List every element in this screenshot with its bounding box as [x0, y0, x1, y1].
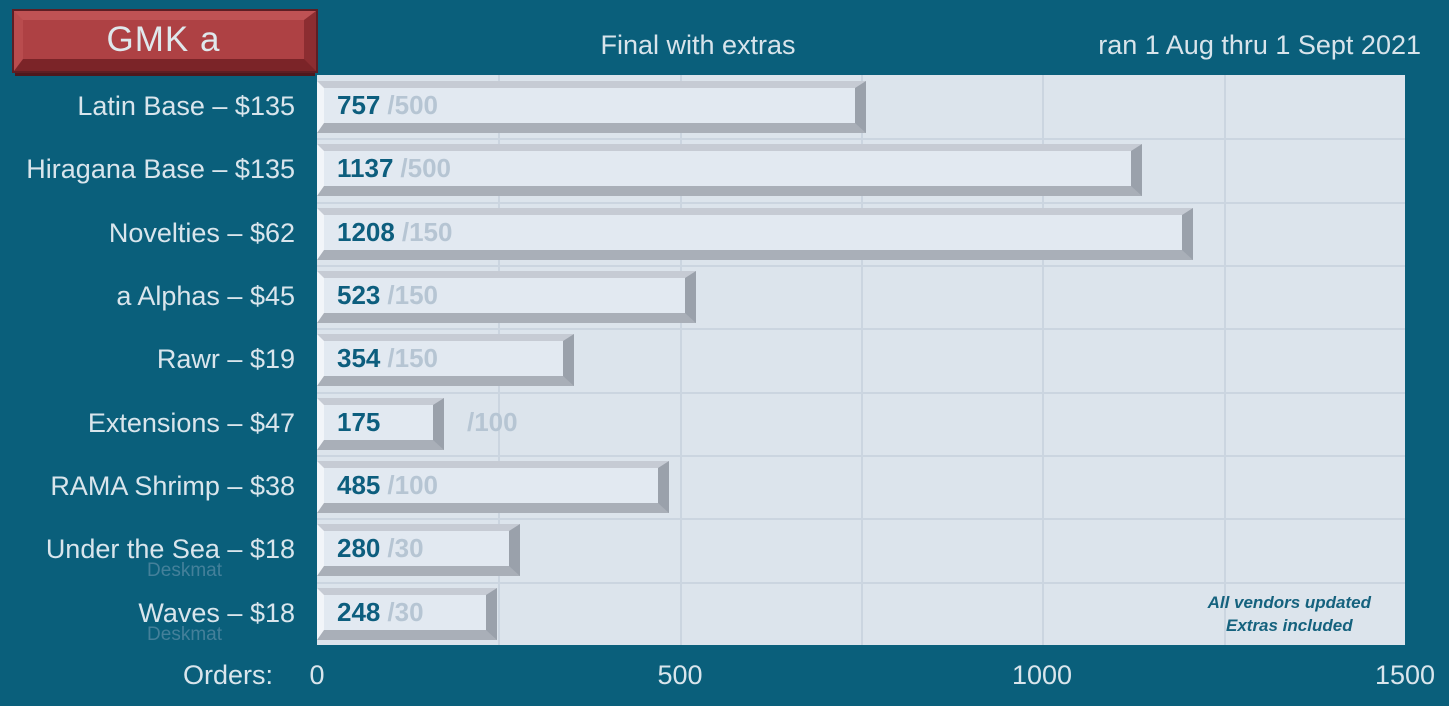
row-label-group: a Alphas – $45: [0, 265, 295, 328]
row-sublabel: Deskmat: [147, 560, 222, 581]
gridline-horizontal: [317, 202, 1405, 204]
bar-quota: /30: [387, 597, 424, 627]
x-axis-tick: 0: [309, 660, 325, 690]
x-axis-tick: 1500: [1374, 660, 1436, 690]
gridline-horizontal: [317, 455, 1405, 457]
gridline-horizontal: [317, 392, 1405, 394]
bar-value: 523: [337, 280, 381, 310]
row-label: Waves – $18: [138, 598, 295, 628]
bar-quota: /100: [467, 407, 518, 437]
footnote: All vendors updated Extras included: [1208, 591, 1371, 637]
row-label-group: Hiragana Base – $135: [0, 138, 295, 201]
bar-value: 1208: [337, 217, 395, 247]
row-label: Latin Base – $135: [77, 91, 295, 121]
row-label-group: Under the Sea – $18 Deskmat: [0, 518, 295, 581]
bar-quota: /150: [401, 217, 453, 247]
bar-quota: /150: [387, 343, 438, 373]
gridline-vertical: [1042, 75, 1044, 645]
bar: 1208/150: [317, 208, 1193, 260]
bar-value: 248: [337, 597, 381, 627]
row-label: Novelties – $62: [108, 218, 295, 248]
x-axis-title: Orders:: [182, 660, 273, 690]
gmk-set-badge: GMK a: [14, 11, 316, 71]
row-label-group: Waves – $18 Deskmat: [0, 582, 295, 645]
bar: 485/100: [317, 461, 669, 513]
bar-quota: /500: [400, 153, 452, 183]
row-label-group: Rawr – $19: [0, 328, 295, 391]
bar: 757/500: [317, 81, 866, 133]
x-axis-tick: 1000: [1011, 660, 1073, 690]
gridline-horizontal: [317, 138, 1405, 140]
bar-quota: /30: [387, 533, 424, 563]
bar: 248/30: [317, 588, 497, 640]
row-label: a Alphas – $45: [116, 281, 295, 311]
bar-quota: /150: [387, 280, 438, 310]
bar-value: 485: [337, 470, 381, 500]
x-axis-tick: 500: [657, 660, 703, 690]
row-label: RAMA Shrimp – $38: [50, 471, 295, 501]
row-label: Hiragana Base – $135: [26, 154, 295, 184]
bar-value: 354: [337, 343, 381, 373]
row-label-group: Latin Base – $135: [0, 75, 295, 138]
bar-value: 757: [337, 90, 381, 120]
gridline-horizontal: [317, 518, 1405, 520]
date-range: ran 1 Aug thru 1 Sept 2021: [1098, 30, 1421, 60]
bar: 523/150: [317, 271, 696, 323]
row-label-group: RAMA Shrimp – $38: [0, 455, 295, 518]
row-sublabel: Deskmat: [147, 624, 222, 645]
row-label: Under the Sea – $18: [45, 534, 295, 564]
bar-quota: /100: [387, 470, 438, 500]
plot-area: All vendors updated Extras included 757/…: [317, 75, 1405, 645]
bar: 354/150: [317, 334, 574, 386]
gridline-horizontal: [317, 582, 1405, 584]
bar-value: 1137: [337, 153, 394, 183]
row-label-group: Novelties – $62: [0, 202, 295, 265]
bar-value: 280: [337, 533, 381, 563]
row-label: Extensions – $47: [87, 408, 295, 438]
bar: 280/30: [317, 524, 520, 576]
footnote-line: All vendors updated: [1207, 593, 1371, 612]
row-label: Rawr – $19: [156, 344, 295, 374]
bar-quota: /500: [387, 90, 438, 120]
gridline-vertical: [680, 75, 682, 645]
bar-value: 175: [337, 407, 381, 437]
gridline-horizontal: [317, 328, 1405, 330]
gridline-vertical: [1224, 75, 1226, 645]
bar: 1137/500: [317, 144, 1142, 196]
row-label-group: Extensions – $47: [0, 392, 295, 455]
footnote-line: Extras included: [1225, 616, 1353, 635]
chart-title: Final with extras: [600, 30, 796, 60]
gridline-horizontal: [317, 265, 1405, 267]
badge-label: GMK a: [106, 19, 221, 59]
gridline-vertical: [861, 75, 863, 645]
bar: 175/100: [317, 398, 518, 450]
